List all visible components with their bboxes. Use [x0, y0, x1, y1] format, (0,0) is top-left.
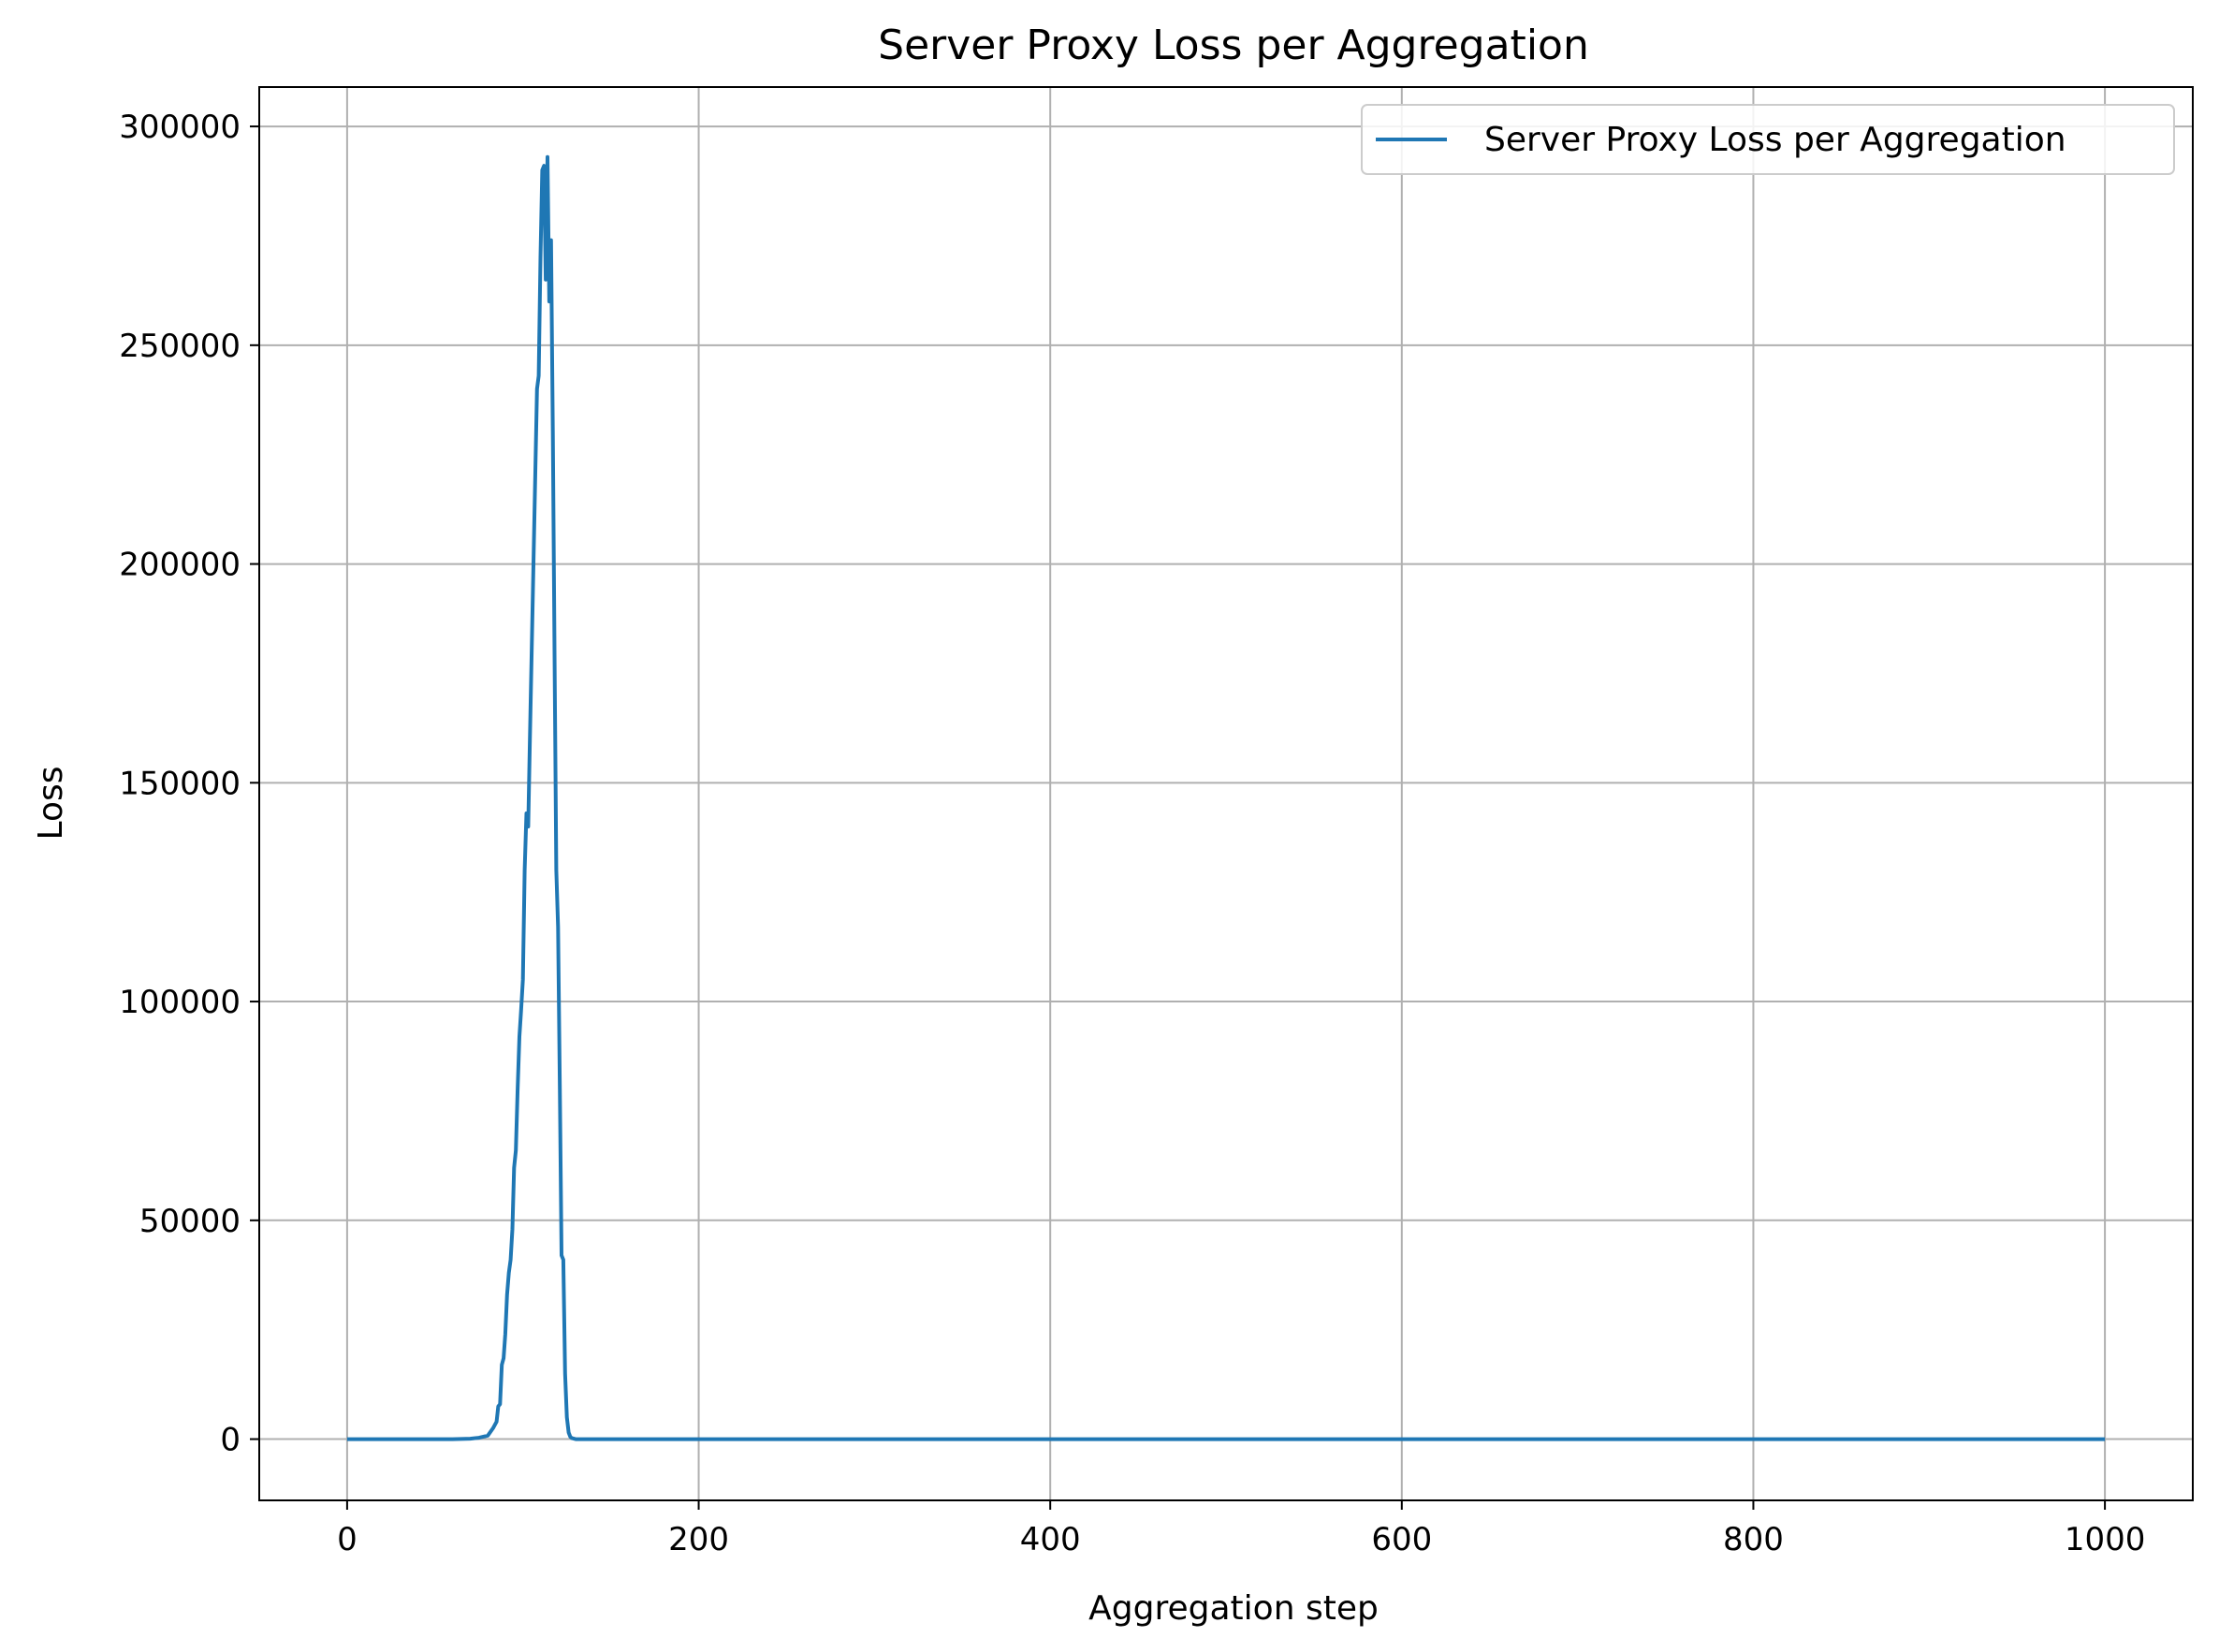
y-tick-label: 50000: [139, 1203, 241, 1240]
y-tick-label: 0: [220, 1422, 241, 1459]
y-axis-label: Loss: [32, 767, 70, 841]
legend-label-server-proxy-loss: Server Proxy Loss per Aggregation: [1484, 121, 2066, 159]
y-tick-label: 300000: [119, 109, 241, 146]
chart-title: Server Proxy Loss per Aggregation: [878, 22, 1589, 69]
legend: Server Proxy Loss per Aggregation: [1361, 104, 2175, 175]
y-tick-label: 150000: [119, 765, 241, 802]
series-line-server-proxy-loss: [346, 154, 2106, 1441]
y-axis-ticks: 0 50000 100000 150000 200000 250000 300000: [119, 109, 259, 1459]
x-tick-label: 1000: [2065, 1521, 2146, 1558]
y-tick-label: 100000: [119, 984, 241, 1021]
x-tick-label: 0: [337, 1521, 358, 1558]
legend-box: [1361, 104, 2175, 175]
x-tick-label: 800: [1723, 1521, 1784, 1558]
x-tick-label: 200: [668, 1521, 729, 1558]
y-tick-label: 250000: [119, 328, 241, 365]
plot-area: [346, 154, 2106, 1441]
y-tick-label: 200000: [119, 547, 241, 584]
x-axis-ticks: 0 200 400 600 800 1000: [337, 1500, 2145, 1558]
x-axis-label: Aggregation step: [1088, 1589, 1379, 1628]
x-tick-label: 600: [1371, 1521, 1432, 1558]
plot-frame: [258, 86, 2194, 1501]
x-tick-label: 400: [1020, 1521, 1081, 1558]
